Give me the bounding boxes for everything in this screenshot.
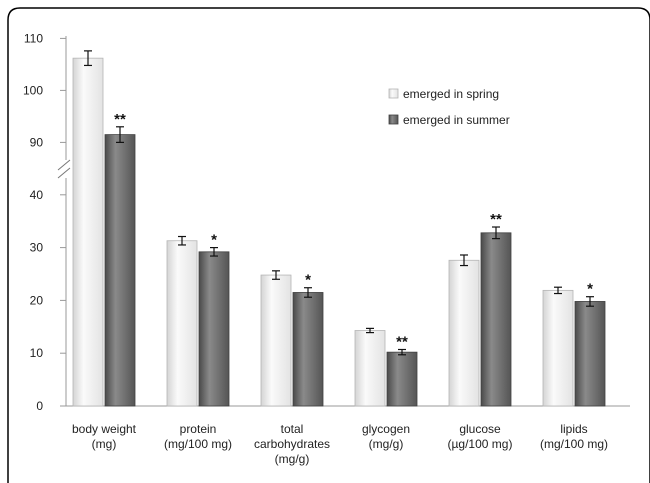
y-tick-label: 40 [30, 188, 44, 202]
error-bar [210, 247, 218, 257]
significance-marker: ** [490, 211, 502, 228]
significance-marker: ** [396, 334, 408, 351]
error-bar [460, 254, 468, 267]
bar-spring [260, 274, 292, 407]
bar-spring [448, 259, 480, 407]
error-bar [304, 287, 312, 298]
legend-label: emerged in spring [403, 87, 499, 101]
legend-label: emerged in summer [403, 113, 510, 127]
x-category-label: total [281, 422, 304, 436]
x-category-label: glucose [459, 422, 501, 436]
significance-marker: ** [114, 111, 126, 128]
x-category-label: (mg/g) [275, 452, 310, 466]
x-category-label: lipids [560, 422, 587, 436]
legend: emerged in spring emerged in summer [388, 87, 510, 127]
bar-summer [386, 351, 418, 407]
significance-marker: * [587, 281, 593, 298]
x-category-label: (mg) [92, 437, 117, 451]
error-bar [366, 327, 374, 334]
x-category-label: (mg/100 mg) [540, 437, 608, 451]
y-axis-ticks: 0 10 20 30 40 90 100 110 [23, 31, 66, 413]
y-tick-label: 20 [30, 293, 44, 307]
y-tick-label: 10 [30, 346, 44, 360]
significance-marker: * [305, 272, 311, 289]
bars-group: ********* [72, 50, 606, 407]
x-category-label: (mg/g) [369, 437, 404, 451]
error-bar [116, 126, 124, 143]
error-bar [178, 235, 186, 246]
bar-spring [72, 57, 104, 407]
bar-summer [198, 251, 230, 407]
bar-spring [542, 289, 574, 407]
bar-summer [574, 301, 606, 407]
x-axis-labels: body weight(mg)protein(mg/100 mg)totalca… [72, 422, 608, 466]
legend-swatch [388, 114, 399, 125]
axis-break-mark [57, 159, 74, 179]
x-category-label: protein [180, 422, 217, 436]
legend-swatch [388, 88, 399, 99]
significance-marker: * [211, 232, 217, 249]
bar-spring [166, 240, 198, 407]
y-tick-label: 30 [30, 241, 44, 255]
error-bar [84, 50, 92, 67]
y-tick-label: 90 [30, 135, 44, 149]
error-bar [492, 226, 500, 240]
x-category-label: (µg/100 mg) [448, 437, 513, 451]
error-bar [554, 286, 562, 295]
error-bar [272, 270, 280, 280]
y-tick-label: 100 [23, 83, 43, 97]
bar-summer [292, 292, 324, 407]
y-tick-label: 110 [24, 31, 43, 45]
error-bar [586, 296, 594, 307]
x-category-label: glycogen [362, 422, 410, 436]
bar-summer [104, 134, 136, 407]
frame-border [7, 7, 650, 483]
y-tick-label: 0 [36, 399, 43, 413]
bar-spring [354, 330, 386, 407]
bar-summer [480, 232, 512, 407]
x-category-label: body weight [72, 422, 137, 436]
x-category-label: (mg/100 mg) [164, 437, 232, 451]
x-category-label: carbohydrates [254, 437, 330, 451]
error-bar [398, 348, 406, 356]
